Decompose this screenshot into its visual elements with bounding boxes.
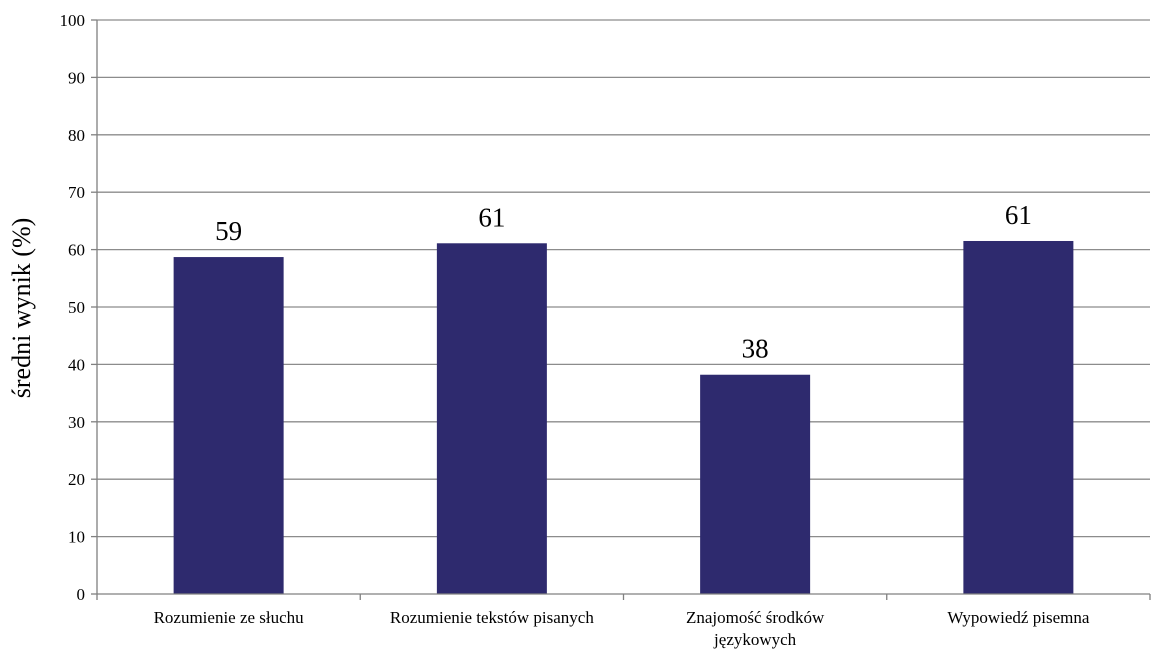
axes (91, 19, 1151, 600)
x-category-label-line: językowych (713, 630, 797, 649)
y-tick-label: 0 (77, 585, 86, 604)
x-category-label-line: Znajomość środków (686, 608, 825, 627)
y-tick-label: 60 (68, 241, 85, 260)
y-tick-label: 100 (60, 11, 86, 30)
data-label: 61 (1005, 200, 1032, 230)
x-category-label-line: Rozumienie ze słuchu (154, 608, 305, 627)
y-tick-label: 80 (68, 126, 85, 145)
bar (436, 243, 547, 594)
labels: 0 10 20 30 40 50 60 70 80 90 100 59 Rozumienie ze sł… (60, 11, 1090, 649)
data-label: 59 (215, 216, 242, 246)
bar (173, 257, 284, 594)
x-category-label: Wypowiedź pisemna (947, 608, 1089, 627)
bar (700, 374, 811, 594)
y-tick-label: 50 (68, 298, 85, 317)
y-tick-label: 40 (68, 355, 85, 374)
x-category-label-line: Wypowiedź pisemna (947, 608, 1089, 627)
data-label: 61 (478, 202, 505, 232)
y-tick-label: 90 (68, 68, 85, 87)
x-category-label: Rozumienie tekstów pisanych (390, 608, 594, 627)
bars (173, 240, 1074, 595)
y-tick-label: 20 (68, 470, 85, 489)
y-tick-label: 10 (68, 528, 85, 547)
x-category-label-line: Rozumienie tekstów pisanych (390, 608, 594, 627)
y-tick-label: 70 (68, 183, 85, 202)
y-axis-title: średni wynik (%) (7, 218, 36, 399)
x-category-label: Znajomość środków językowych (686, 608, 825, 649)
data-label: 38 (742, 334, 769, 364)
bar (963, 240, 1074, 595)
x-category-label: Rozumienie ze słuchu (154, 608, 305, 627)
y-tick-label: 30 (68, 413, 85, 432)
